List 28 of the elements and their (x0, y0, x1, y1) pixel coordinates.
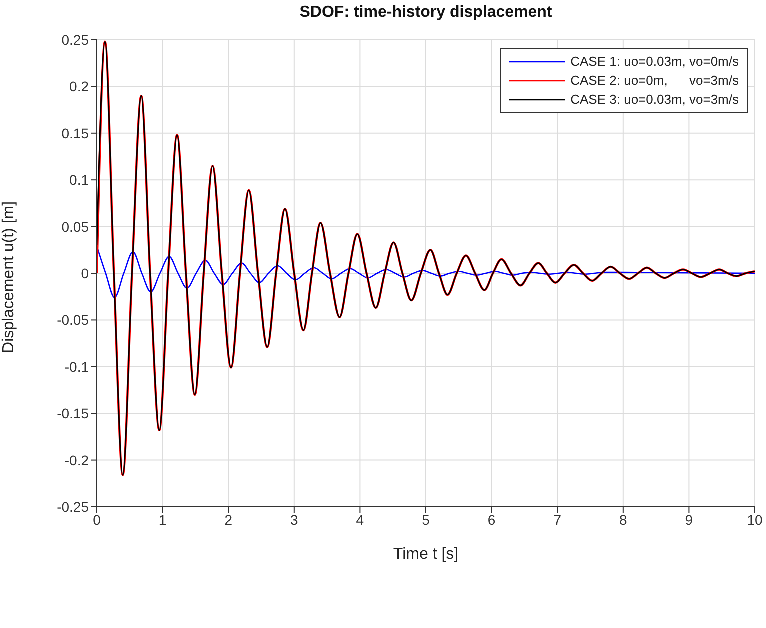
x-axis-title: Time t [s] (393, 546, 459, 563)
y-tick-label: -0.25 (57, 498, 90, 515)
x-tick-label: 7 (554, 512, 562, 528)
x-tick-label: 8 (620, 512, 628, 528)
y-tick-label: -0.05 (57, 312, 90, 328)
x-tick-label: 1 (158, 512, 167, 528)
x-tick-label: 5 (422, 512, 430, 528)
x-tick-label: 10 (747, 512, 763, 528)
y-tick-label: 0 (81, 265, 90, 282)
y-tick-label: 0.25 (62, 32, 90, 48)
x-tick-label: 0 (93, 512, 102, 528)
y-tick-label: -0.1 (64, 358, 90, 375)
x-tick-label: 6 (488, 512, 496, 528)
y-tick-label: 0.1 (70, 172, 90, 188)
legend-label: CASE 2: uo=0m, vo=3m/s (570, 72, 739, 90)
legend-label: CASE 1: uo=0.03m, vo=0m/s (570, 53, 739, 71)
x-tick-label: 4 (356, 512, 364, 528)
x-tick-label: 3 (290, 512, 298, 528)
chart-title: SDOF: time-history displacement (298, 4, 554, 22)
x-tick-label: 2 (224, 512, 233, 528)
legend-label: CASE 3: uo=0.03m, vo=3m/s (570, 91, 739, 109)
x-tick-label: 9 (685, 512, 694, 528)
y-tick-label: 0.15 (62, 125, 90, 142)
y-axis-title: Displacement u(t) [m] (0, 201, 18, 354)
y-tick-label: -0.15 (57, 406, 90, 422)
y-tick-label: -0.2 (64, 452, 90, 468)
y-tick-label: 0.2 (70, 78, 90, 95)
y-tick-label: 0.05 (62, 218, 90, 235)
